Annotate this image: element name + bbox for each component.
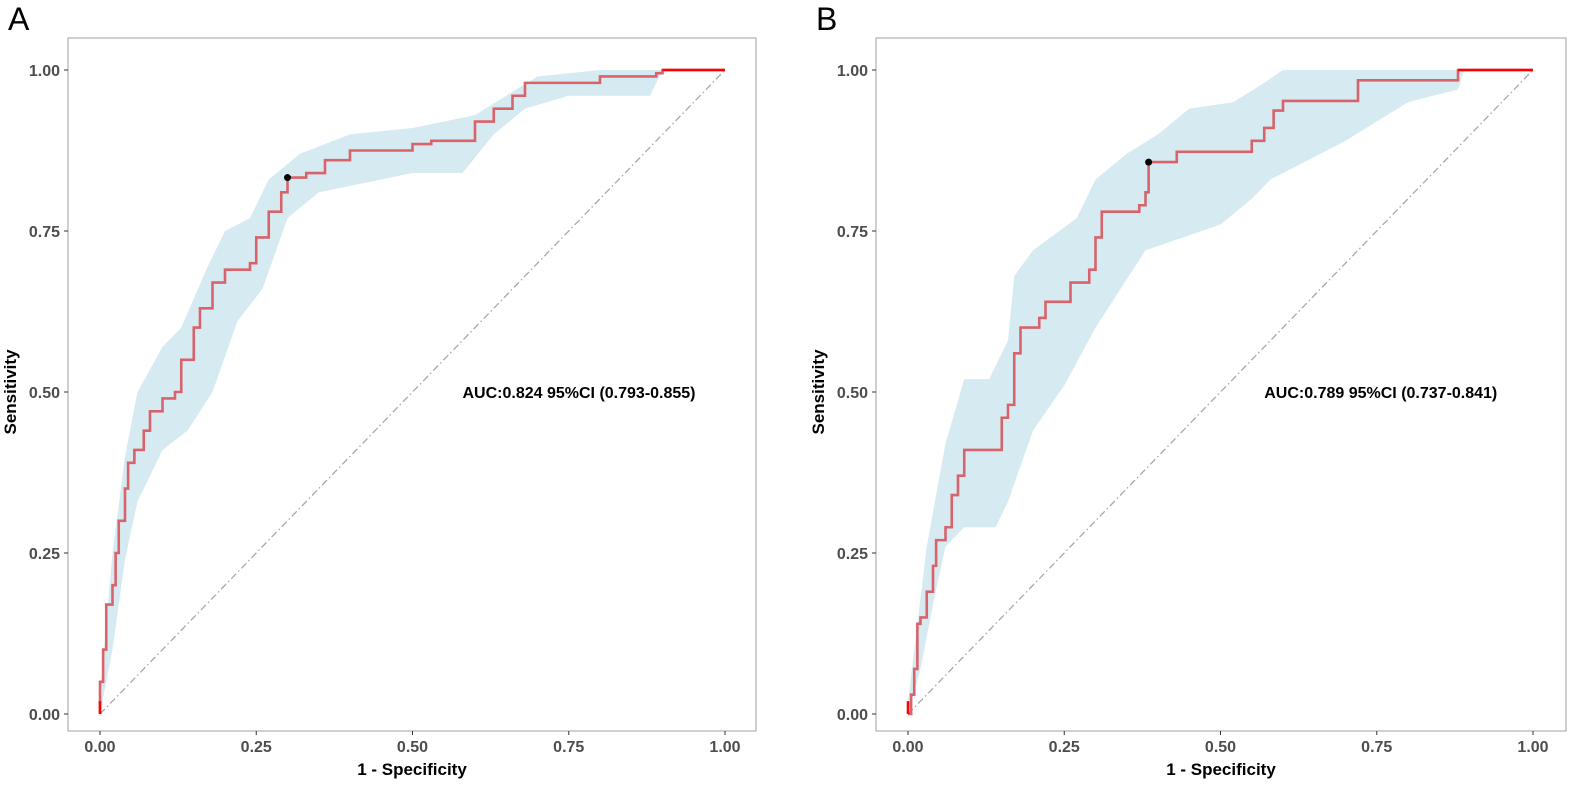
x-tick-label: 0.75 [1361, 739, 1392, 756]
x-tick-label: 0.50 [1205, 739, 1236, 756]
x-tick-label: 0.00 [892, 739, 923, 756]
x-tick-label: 1.00 [709, 739, 740, 756]
auc-annotation: AUC:0.824 95%CI (0.793-0.855) [463, 385, 696, 402]
x-tick-label: 1.00 [1517, 739, 1548, 756]
auc-annotation: AUC:0.789 95%CI (0.737-0.841) [1264, 385, 1497, 402]
y-axis-title: Sensitivity [809, 349, 828, 435]
y-tick-label: 0.75 [29, 224, 60, 241]
roc-curve [98, 68, 725, 714]
y-tick-label: 0.00 [29, 707, 60, 724]
y-tick-label: 1.00 [837, 63, 868, 80]
optimal-cutoff-point [284, 174, 291, 182]
x-tick-label: 0.75 [553, 739, 584, 756]
optimal-cutoff-point [1145, 158, 1153, 166]
x-tick-label: 0.50 [397, 739, 428, 756]
confidence-band [100, 70, 725, 714]
roc-panel-b: B AUC:0.789 95%CI (0.737-0.841) 0.00 0.25 0.… [809, 1, 1567, 779]
y-tick-label: 0.50 [29, 385, 60, 402]
x-tick-label: 0.00 [84, 739, 115, 756]
y-tick-label: 1.00 [29, 63, 60, 80]
x-tick-label: 0.25 [241, 739, 272, 756]
roc-panel-a: A AUC:0.824 95%CI (0.793-0.855) 0.00 0.25 0.… [1, 1, 757, 779]
panel-label: A [8, 1, 30, 37]
y-tick-label: 0.00 [837, 707, 868, 724]
y-axis-title: Sensitivity [1, 349, 20, 435]
y-tick-label: 0.25 [837, 546, 868, 563]
reference-diagonal [907, 69, 1534, 715]
x-axis-title: 1 - Specificity [1166, 760, 1276, 779]
y-tick-label: 0.75 [837, 224, 868, 241]
reference-diagonal [99, 69, 726, 715]
x-tick-label: 0.25 [1049, 739, 1080, 756]
y-tick-label: 0.25 [29, 546, 60, 563]
y-tick-label: 0.50 [837, 385, 868, 402]
x-axis-title: 1 - Specificity [357, 760, 467, 779]
roc-curve [908, 68, 1533, 716]
confidence-band [908, 70, 1533, 714]
panel-label: B [816, 1, 837, 37]
